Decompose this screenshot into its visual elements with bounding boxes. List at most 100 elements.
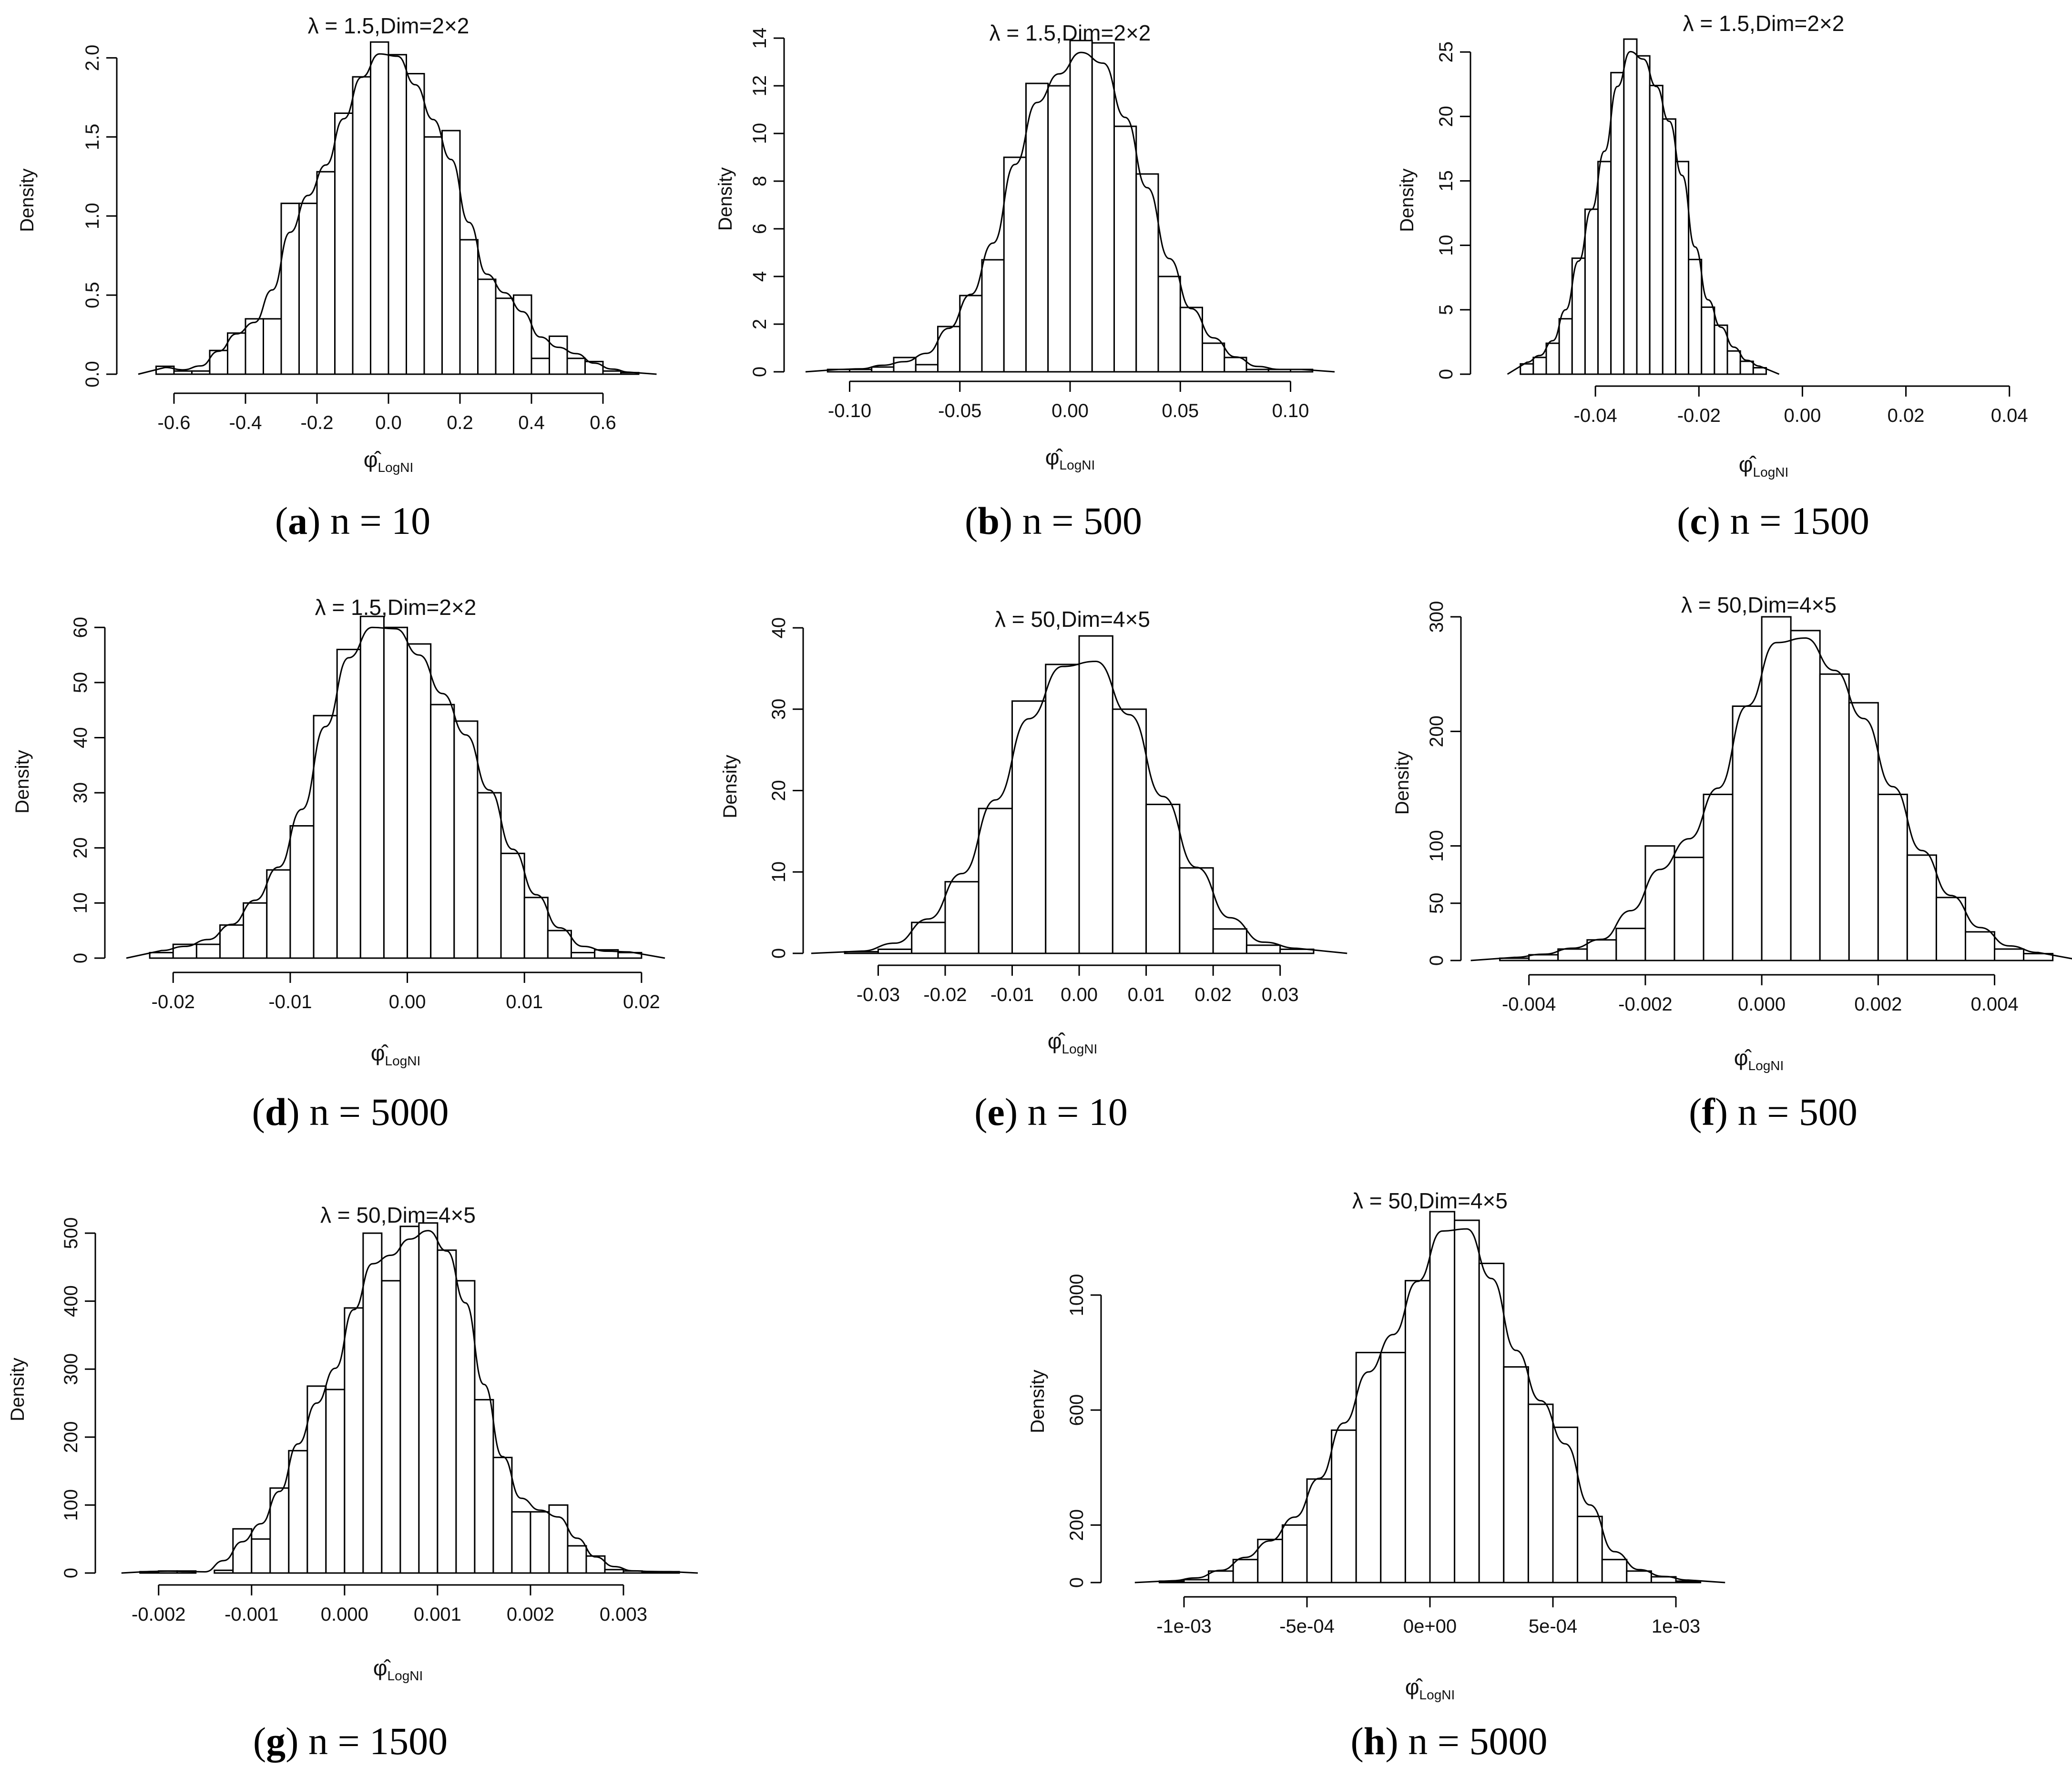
histogram-bar: [585, 1555, 606, 1574]
x-tick-label: 0e+00: [1403, 1616, 1457, 1637]
histogram-bar: [1503, 1366, 1529, 1584]
histogram-bar: [1025, 82, 1049, 373]
histogram-bar: [1935, 897, 1966, 961]
histogram-bar: [344, 1307, 364, 1574]
y-tick-label: 0: [70, 953, 91, 963]
histogram-bar: [1726, 350, 1741, 375]
histogram-bar: [1331, 1429, 1357, 1584]
histogram-bar: [1245, 368, 1269, 373]
y-tick-label: 8: [749, 176, 770, 186]
x-tick-label: 5e-04: [1529, 1616, 1577, 1637]
histogram-bar: [1623, 38, 1638, 375]
chart-title-g: λ = 50,Dim=4×5: [320, 1203, 476, 1227]
x-tick-label: 0.01: [1128, 984, 1165, 1005]
x-tick-label: -1e-03: [1156, 1616, 1212, 1637]
histogram-bar: [195, 943, 221, 959]
y-tick-label: 4: [749, 271, 770, 282]
panel-d: λ = 1.5,Dim=2×2 0 10 20 30 40 50 60 Density -0.02…: [12, 595, 665, 1134]
histogram-bar: [567, 1545, 587, 1574]
histogram-bar: [1848, 702, 1879, 961]
histogram-bar: [1047, 85, 1071, 373]
x-tick-label: 0.6: [590, 412, 616, 433]
y-axis-label-e: Density: [720, 755, 741, 818]
histogram-bar: [1145, 804, 1181, 954]
histogram-bar: [232, 1528, 253, 1574]
histogram-bar: [381, 1280, 401, 1574]
y-tick-label: 0: [749, 367, 770, 377]
histogram-bar: [495, 297, 514, 375]
y-tick-label: 0: [61, 1568, 82, 1578]
histogram-bar: [1113, 125, 1137, 373]
histogram-bars-c: [1520, 38, 1767, 375]
y-tick-label: 25: [1436, 41, 1457, 62]
histogram-bar: [570, 951, 596, 959]
density-curve-d: [126, 626, 665, 959]
histogram-bars-f: [1499, 616, 2054, 961]
x-axis-label-g: φ̂LogNI: [373, 1655, 423, 1683]
histogram-bar: [547, 930, 572, 959]
histogram-bar: [251, 1538, 271, 1574]
histogram-bar: [1003, 156, 1027, 373]
y-tick-label: 1000: [1066, 1274, 1087, 1316]
histogram-bar: [407, 643, 432, 959]
histogram-bar: [1478, 1262, 1505, 1584]
x-tick-label: -0.002: [132, 1604, 185, 1625]
y-axis-label-b: Density: [715, 167, 736, 231]
histogram-bar: [1069, 40, 1093, 373]
x-tick-label: 0.004: [1970, 994, 2018, 1015]
histogram-bar: [1906, 854, 1937, 961]
histogram-bar: [513, 294, 532, 375]
x-tick-label: -0.01: [268, 991, 312, 1012]
x-axis-label-c: φ̂LogNI: [1739, 452, 1789, 480]
histogram-bar: [1601, 1559, 1628, 1584]
histogram-bar: [1644, 845, 1675, 961]
histogram-bar: [1688, 258, 1703, 375]
histogram-bar: [383, 626, 408, 959]
histogram-bars-d: [149, 615, 643, 959]
histogram-bars-b: [827, 40, 1314, 373]
y-tick-label: 0: [1426, 955, 1447, 966]
x-tick-label: -0.02: [152, 991, 195, 1012]
histogram-bar: [1675, 1580, 1702, 1584]
histogram-bar: [1245, 944, 1281, 954]
caption-d: (d) n = 5000: [252, 1090, 449, 1134]
x-tick-label: 0.00: [1784, 405, 1821, 426]
x-tick-label: 0.01: [506, 991, 543, 1012]
y-tick-label: 200: [1066, 1509, 1087, 1541]
x-tick-label: 0.2: [447, 412, 473, 433]
y-tick-label: 30: [70, 782, 91, 804]
y-tick-label: 20: [70, 838, 91, 859]
histogram-bar: [1752, 367, 1767, 375]
histogram-bar: [1232, 1559, 1259, 1584]
histogram-bars-h: [1158, 1211, 1702, 1584]
y-tick-label: 1.5: [82, 123, 103, 150]
histogram-bar: [316, 171, 336, 375]
histogram-bar: [1202, 342, 1225, 373]
histogram-bar: [1157, 276, 1181, 373]
histogram-bar: [149, 951, 174, 959]
histogram-bar: [1078, 635, 1113, 954]
x-tick-label: -0.001: [225, 1604, 278, 1625]
histogram-bar: [602, 370, 622, 375]
x-axis-label-f: φ̂LogNI: [1734, 1045, 1784, 1073]
x-tick-label: 0.05: [1162, 400, 1199, 421]
histogram-bar: [1964, 931, 1996, 961]
histogram-bar: [474, 1399, 494, 1574]
histogram-bar: [492, 1457, 513, 1574]
x-tick-label: 0.001: [414, 1604, 461, 1625]
y-tick-label: 12: [749, 75, 770, 97]
histogram-bar: [1636, 55, 1651, 375]
x-tick-label: -0.10: [828, 400, 871, 421]
histogram-bar: [263, 318, 282, 375]
density-curve-e: [811, 660, 1347, 954]
histogram-bar: [566, 358, 586, 375]
y-tick-label: 300: [1426, 601, 1447, 633]
histogram-bars-g: [139, 1222, 680, 1574]
y-tick-label: 100: [1426, 830, 1447, 862]
y-tick-label: 50: [1426, 893, 1447, 914]
histogram-bar: [1527, 1403, 1554, 1584]
y-axis-label-h: Density: [1027, 1369, 1048, 1433]
y-axis-label-a: Density: [17, 168, 38, 232]
histogram-bar: [1135, 173, 1159, 373]
x-tick-label: 0.000: [1738, 994, 1786, 1015]
